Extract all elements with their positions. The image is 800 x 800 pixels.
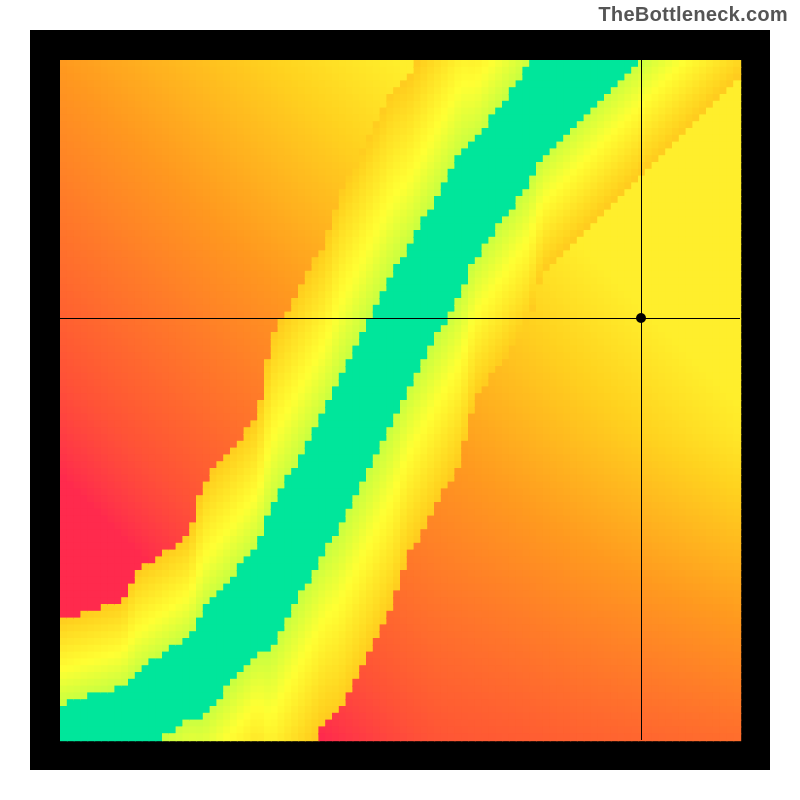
crosshair-marker [636,313,646,323]
attribution-text: TheBottleneck.com [598,4,788,27]
crosshair-vertical [641,60,643,740]
chart-container: TheBottleneck.com [0,0,800,800]
bottleneck-heatmap [30,30,770,770]
